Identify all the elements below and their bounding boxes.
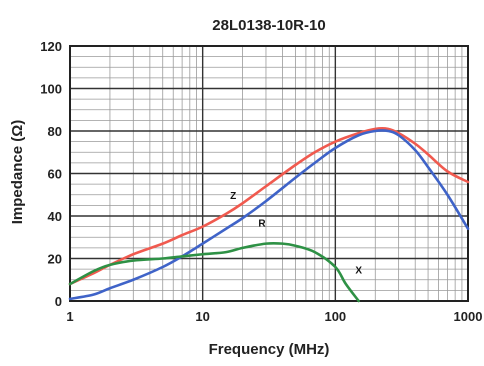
- x-tick-label: 1000: [454, 309, 483, 324]
- curve-label-r: R: [258, 219, 266, 230]
- curve-label-x: X: [355, 265, 362, 276]
- y-tick-label: 80: [48, 124, 62, 139]
- x-tick-label: 100: [324, 309, 346, 324]
- major-grid: [69, 45, 469, 302]
- annotation-layer: Z R X: [230, 191, 362, 276]
- series-line-z: [68, 127, 470, 286]
- x-tick-label: 10: [195, 309, 209, 324]
- y-tick-label: 60: [48, 167, 62, 182]
- x-tick-label: 1: [66, 309, 73, 324]
- y-axis-label: Impedance (Ω): [9, 120, 26, 225]
- plot-frame: [69, 45, 469, 302]
- y-tick-label: 0: [55, 294, 62, 309]
- curve-label-z: Z: [230, 191, 236, 202]
- series-line-r: [68, 129, 470, 301]
- y-tick-label: 20: [48, 252, 62, 267]
- series-line-x: [68, 241, 360, 303]
- x-tick-labels: 1 10 100 1000: [66, 309, 482, 324]
- series-layer: [68, 127, 470, 303]
- x-axis-label: Frequency (MHz): [209, 341, 330, 358]
- y-tick-labels: 0 20 40 60 80 100 120: [40, 39, 62, 309]
- chart-title: 28L0138-10R-10: [212, 17, 325, 34]
- y-tick-label: 120: [40, 39, 62, 54]
- y-tick-label: 40: [48, 209, 62, 224]
- y-tick-label: 100: [40, 82, 62, 97]
